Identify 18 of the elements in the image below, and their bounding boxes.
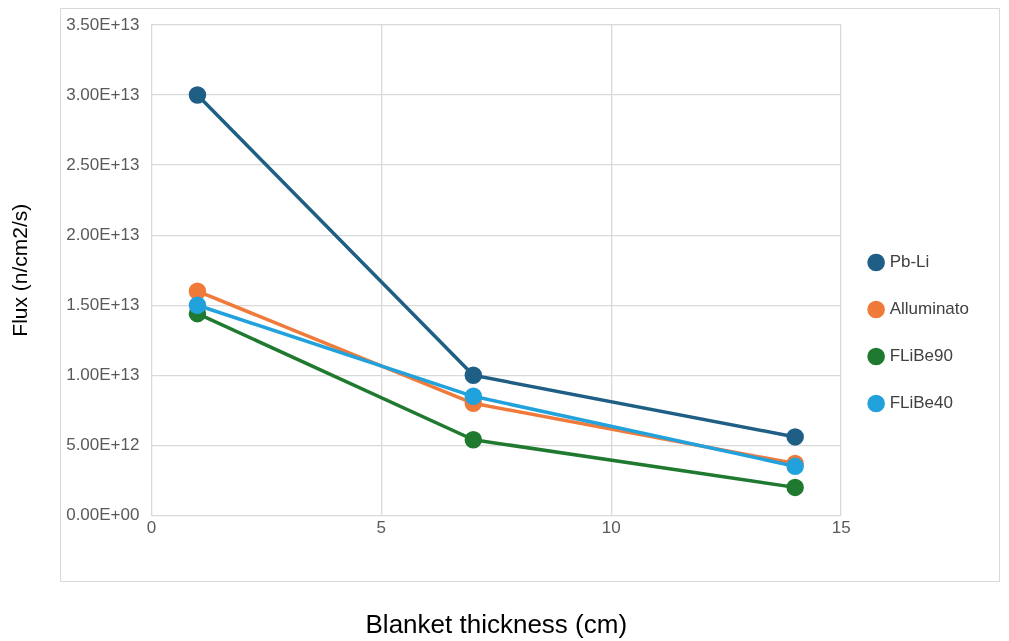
x-tick-label: 15: [831, 518, 851, 538]
legend-label: FLiBe90: [889, 346, 953, 366]
y-tick-label: 1.00E+13: [66, 364, 140, 384]
y-tick-label: 2.00E+13: [66, 224, 140, 244]
x-tick-label: 5: [376, 518, 387, 538]
y-tick-label: 0.00E+00: [66, 505, 140, 525]
y-tick-label: 3.00E+13: [66, 84, 140, 104]
y-tick-label: 2.50E+13: [66, 154, 140, 174]
y-tick-label: 1.50E+13: [66, 294, 140, 314]
legend-label: Alluminato: [889, 299, 969, 319]
x-tick-label: 0: [146, 518, 157, 538]
x-tick-label: 10: [601, 518, 621, 538]
x-axis-title: Blanket thickness (cm): [365, 608, 628, 639]
y-axis-title: Flux (n/cm2/s): [8, 203, 32, 337]
legend-label: FLiBe40: [889, 393, 953, 413]
y-tick-label: 3.50E+13: [66, 14, 140, 34]
y-tick-label: 5.00E+12: [66, 435, 140, 455]
legend-label: Pb-Li: [889, 252, 930, 272]
